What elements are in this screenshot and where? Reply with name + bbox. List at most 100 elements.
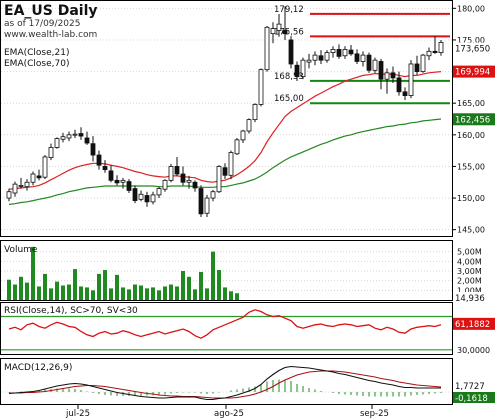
volume-bar xyxy=(157,290,161,300)
candle-up xyxy=(228,152,234,176)
candle-up xyxy=(276,23,282,31)
value-badge-label: 169,994 xyxy=(455,68,490,78)
candle-up xyxy=(168,166,174,181)
x-axis-labels: jul-25 ago-25 sep-25 xyxy=(65,405,389,419)
macd-title: MACD(12,26,9) xyxy=(4,363,72,373)
candle-down xyxy=(294,64,300,78)
candle-up xyxy=(342,49,348,57)
candle-up xyxy=(138,193,144,200)
candle-down xyxy=(390,72,396,79)
macd-hist-label: -0,1618 xyxy=(455,394,488,404)
value-badge xyxy=(453,113,495,126)
volume-bar xyxy=(25,282,29,300)
volume-bar xyxy=(85,287,89,300)
candle-down xyxy=(144,195,150,203)
candle-up xyxy=(210,191,216,199)
price-tick-label: 160,00 xyxy=(457,131,485,140)
rsi-tick-label: 30,0000 xyxy=(457,346,490,355)
volume-bar xyxy=(181,271,185,300)
candle-up xyxy=(426,50,432,57)
price-tick-label: 165,00 xyxy=(457,99,485,108)
macd-value-label: 1,7727 xyxy=(455,382,485,392)
candle-down xyxy=(282,30,288,35)
volume-bar xyxy=(31,246,35,300)
candle-up xyxy=(162,179,168,190)
rsi-title: RSI(Close,14), SC>70, SV<30 xyxy=(4,306,138,316)
candle-down xyxy=(90,143,96,156)
candle-up xyxy=(330,49,336,53)
volume-bar xyxy=(211,251,215,300)
volume-bar xyxy=(175,286,179,300)
volume-bar xyxy=(223,287,227,300)
candle-up xyxy=(48,147,54,158)
candle-up xyxy=(150,194,156,203)
candle-down xyxy=(132,188,138,201)
candle-up xyxy=(408,63,414,97)
volume-bar xyxy=(187,276,191,300)
macd-axis-labels: 1,7727 -0,1618 xyxy=(453,380,495,404)
candle-up xyxy=(120,179,126,183)
volume-tick-label: 3,00M xyxy=(457,267,482,276)
candle-up xyxy=(306,59,312,63)
level-label: 179,12 xyxy=(274,5,304,15)
candle-up xyxy=(234,139,240,155)
volume-tick-label: 2,00M xyxy=(457,277,482,286)
candle-up xyxy=(12,183,18,194)
volume-bar xyxy=(49,288,53,300)
candle-up xyxy=(420,54,426,72)
price-tick-label: 145,00 xyxy=(457,226,485,235)
ema70-line-layer xyxy=(8,118,442,205)
candle-down xyxy=(378,61,384,80)
value-badge xyxy=(453,65,495,78)
candle-up xyxy=(186,179,192,183)
volume-bar xyxy=(151,287,155,300)
volume-bar xyxy=(43,273,47,300)
rsi-layer xyxy=(1,309,452,351)
candle-down xyxy=(402,91,408,96)
volume-bar xyxy=(235,293,239,300)
volume-bar xyxy=(199,271,203,300)
x-tick-label: ago-25 xyxy=(214,409,244,419)
price-tick-label: 180,00 xyxy=(457,4,485,13)
volume-title: Volume xyxy=(4,245,38,255)
rsi-line xyxy=(8,309,442,339)
level-label: 175,56 xyxy=(274,27,304,37)
candle-down xyxy=(318,55,324,61)
volume-bar xyxy=(55,281,59,300)
legend-ema70: EMA(Close,70) xyxy=(4,59,69,69)
macd-hist-badge xyxy=(453,392,495,403)
price-panel-frame xyxy=(0,0,453,237)
volume-bars xyxy=(7,246,239,300)
candle-up xyxy=(270,28,276,35)
candle-up xyxy=(204,197,210,214)
candle-up xyxy=(72,133,78,136)
candle-up xyxy=(372,59,378,71)
candle-up xyxy=(312,54,318,61)
macd-layer xyxy=(1,365,452,401)
candle-down xyxy=(396,77,402,93)
price-axis-labels: 145,00150,00155,00160,00165,00170,00175,… xyxy=(452,4,495,235)
candle-down xyxy=(174,166,180,175)
candle-up xyxy=(360,54,366,62)
volume-bar xyxy=(127,289,131,300)
macd-value-badge xyxy=(453,380,495,391)
candle-up xyxy=(216,166,222,193)
ema21-line xyxy=(8,71,442,190)
price-tick-label: 175,00 xyxy=(457,36,485,45)
candle-down xyxy=(192,181,198,189)
candle-down xyxy=(348,49,354,55)
candle-down xyxy=(432,50,438,53)
volume-last-label: 14,936 xyxy=(455,294,485,304)
macd-line xyxy=(8,365,441,401)
candle-down xyxy=(126,181,132,191)
legend-ema21: EMA(Close,21) xyxy=(4,48,69,58)
candlesticks xyxy=(6,6,444,218)
volume-tick-label: 4,00M xyxy=(457,257,482,266)
volume-bar xyxy=(91,290,95,300)
volume-tick-label: 1,00M xyxy=(457,286,482,295)
volume-bar xyxy=(103,270,107,300)
candle-down xyxy=(222,167,228,176)
price-tick-label: 150,00 xyxy=(457,194,485,203)
